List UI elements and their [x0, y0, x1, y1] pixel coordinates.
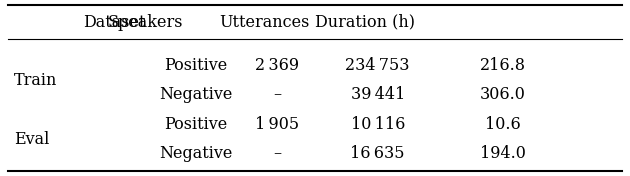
- Text: 16 635: 16 635: [350, 145, 405, 162]
- Text: Duration (h): Duration (h): [315, 14, 415, 31]
- Text: Speakers: Speakers: [108, 14, 183, 31]
- Text: 194.0: 194.0: [480, 145, 526, 162]
- Text: 234 753: 234 753: [345, 57, 410, 74]
- Text: 10 116: 10 116: [350, 116, 405, 133]
- Text: Train: Train: [14, 72, 57, 89]
- Text: Eval: Eval: [14, 131, 49, 148]
- Text: 39 441: 39 441: [351, 86, 405, 103]
- Text: Utterances: Utterances: [220, 14, 310, 31]
- Text: Positive: Positive: [164, 57, 227, 74]
- Text: Positive: Positive: [164, 116, 227, 133]
- Text: 306.0: 306.0: [480, 86, 526, 103]
- Text: 1 905: 1 905: [255, 116, 299, 133]
- Text: Negative: Negative: [159, 86, 232, 103]
- Text: –: –: [273, 86, 282, 103]
- Text: Dataset: Dataset: [83, 14, 146, 31]
- Text: Negative: Negative: [159, 145, 232, 162]
- Text: –: –: [273, 145, 282, 162]
- Text: 216.8: 216.8: [480, 57, 526, 74]
- Text: 10.6: 10.6: [485, 116, 521, 133]
- Text: 2 369: 2 369: [255, 57, 299, 74]
